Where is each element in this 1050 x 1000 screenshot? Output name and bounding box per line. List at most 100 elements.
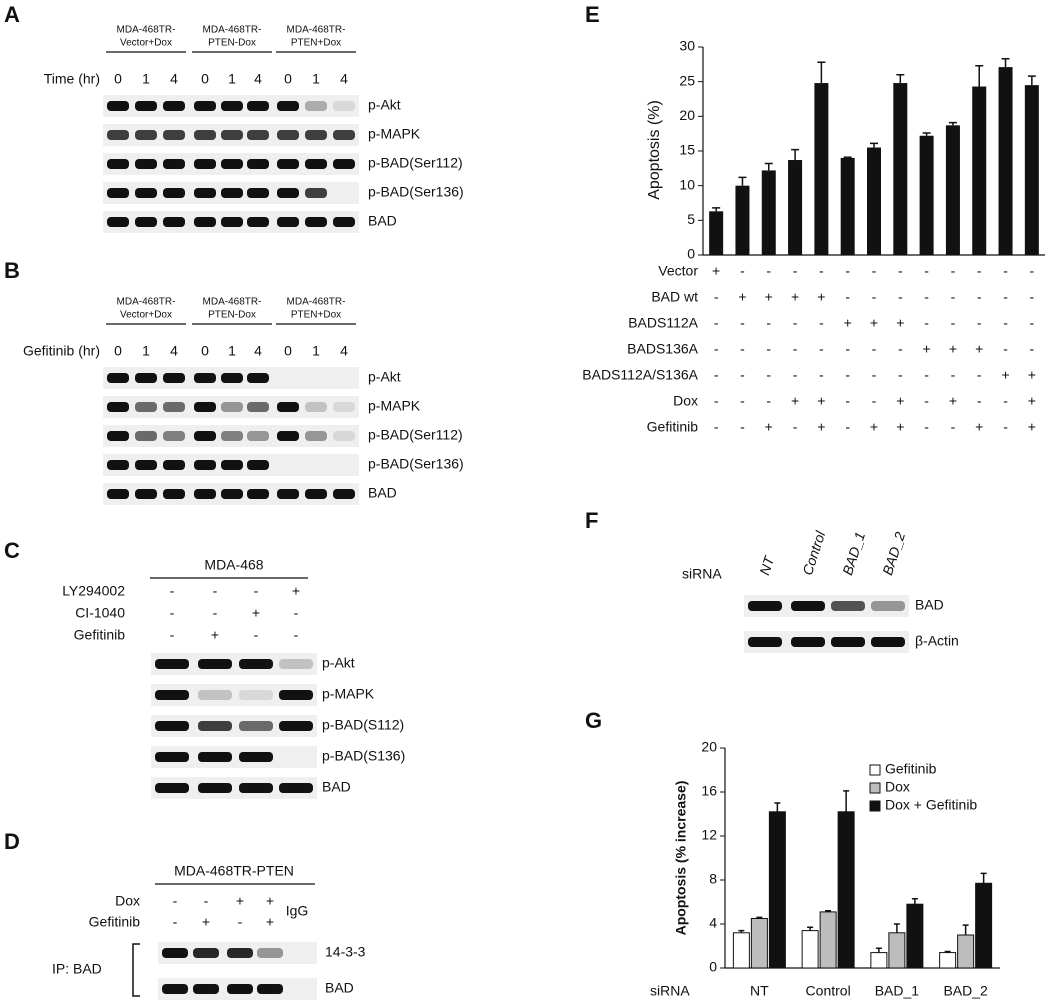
lane-label: 4 bbox=[254, 343, 262, 359]
sign: - bbox=[924, 393, 929, 409]
blot-strip bbox=[151, 715, 317, 737]
band bbox=[333, 101, 355, 111]
bar bbox=[957, 934, 975, 969]
band bbox=[194, 159, 216, 169]
bar bbox=[768, 811, 786, 969]
sign: + bbox=[949, 341, 957, 357]
group-header: MDA-468TR- bbox=[203, 25, 262, 36]
panel-letter: B bbox=[4, 258, 20, 283]
group-header: PTEN-Dox bbox=[208, 38, 256, 49]
condition-label: Vector bbox=[658, 263, 698, 279]
band bbox=[107, 188, 129, 198]
band bbox=[135, 130, 157, 140]
sign: - bbox=[872, 289, 877, 305]
error-bar bbox=[922, 132, 931, 136]
band-label: p-Akt bbox=[368, 369, 401, 385]
condition-label: Gefitinib bbox=[647, 419, 699, 435]
band bbox=[107, 159, 129, 169]
band bbox=[162, 948, 188, 958]
band-label: β-Actin bbox=[915, 633, 959, 649]
sign: - bbox=[845, 419, 850, 435]
y-tick-label: 16 bbox=[701, 783, 717, 799]
band bbox=[791, 637, 825, 647]
band bbox=[333, 217, 355, 227]
band bbox=[277, 489, 299, 499]
error-bar bbox=[817, 61, 826, 84]
band bbox=[305, 159, 327, 169]
sign: - bbox=[238, 914, 243, 930]
band-label: BAD bbox=[322, 779, 351, 795]
lane-label: 1 bbox=[312, 71, 320, 87]
band bbox=[194, 489, 216, 499]
band-label: BAD bbox=[325, 980, 354, 996]
sign: + bbox=[765, 419, 773, 435]
condition-label: Dox bbox=[115, 893, 140, 909]
band bbox=[221, 460, 243, 470]
sign: - bbox=[845, 367, 850, 383]
error-bar bbox=[1001, 58, 1010, 68]
sign: - bbox=[714, 419, 719, 435]
band bbox=[107, 130, 129, 140]
lane-label: Control bbox=[799, 528, 828, 577]
bar bbox=[870, 952, 888, 969]
sign: + bbox=[1001, 367, 1009, 383]
lane-label: 0 bbox=[201, 343, 209, 359]
band bbox=[198, 721, 232, 731]
sign: - bbox=[845, 263, 850, 279]
band bbox=[194, 188, 216, 198]
band bbox=[163, 159, 185, 169]
sign: - bbox=[1030, 263, 1035, 279]
blot-strip bbox=[151, 746, 317, 768]
error-bar bbox=[738, 176, 747, 186]
sign: + bbox=[896, 393, 904, 409]
band-label: p-Akt bbox=[368, 97, 401, 113]
bar bbox=[761, 170, 776, 255]
error-bar bbox=[893, 923, 900, 933]
y-tick-label: 20 bbox=[701, 739, 717, 755]
condition-label: BADS112A bbox=[628, 315, 698, 331]
band bbox=[221, 130, 243, 140]
y-tick-label: 15 bbox=[679, 142, 695, 158]
lane-label: 1 bbox=[142, 343, 150, 359]
band-label: p-BAD(Ser136) bbox=[368, 184, 464, 200]
sign: - bbox=[170, 627, 175, 643]
group-header: MDA-468TR- bbox=[287, 25, 346, 36]
band bbox=[135, 489, 157, 499]
band bbox=[221, 431, 243, 441]
sign: - bbox=[1003, 341, 1008, 357]
band bbox=[198, 690, 232, 700]
sign: - bbox=[1030, 315, 1035, 331]
lane-label: 0 bbox=[284, 71, 292, 87]
band bbox=[163, 402, 185, 412]
sign: - bbox=[173, 893, 178, 909]
legend-label: Dox bbox=[885, 779, 910, 795]
lane-label: 4 bbox=[170, 343, 178, 359]
sign: + bbox=[266, 893, 274, 909]
sign: - bbox=[766, 367, 771, 383]
x-tick-label: NT bbox=[750, 983, 769, 999]
sign: - bbox=[714, 315, 719, 331]
y-tick-label: 8 bbox=[709, 871, 717, 887]
y-tick-label: 12 bbox=[701, 827, 717, 843]
sign: - bbox=[254, 583, 259, 599]
sign: - bbox=[740, 393, 745, 409]
band bbox=[279, 721, 313, 731]
band bbox=[107, 402, 129, 412]
bar bbox=[867, 147, 881, 255]
bar bbox=[801, 930, 819, 969]
sign: - bbox=[1003, 289, 1008, 305]
condition-label: Gefitinib bbox=[89, 914, 141, 930]
band-label: p-BAD(S112) bbox=[322, 717, 404, 733]
legend-swatch bbox=[869, 782, 881, 794]
band bbox=[277, 130, 299, 140]
band-label: p-BAD(S136) bbox=[322, 748, 405, 764]
legend-label: Gefitinib bbox=[885, 761, 937, 777]
bar bbox=[735, 185, 750, 255]
bar bbox=[893, 83, 908, 255]
sign: - bbox=[951, 367, 956, 383]
sign: + bbox=[975, 419, 983, 435]
band bbox=[247, 402, 269, 412]
sign: - bbox=[740, 419, 745, 435]
group-header: PTEN+Dox bbox=[291, 38, 341, 49]
